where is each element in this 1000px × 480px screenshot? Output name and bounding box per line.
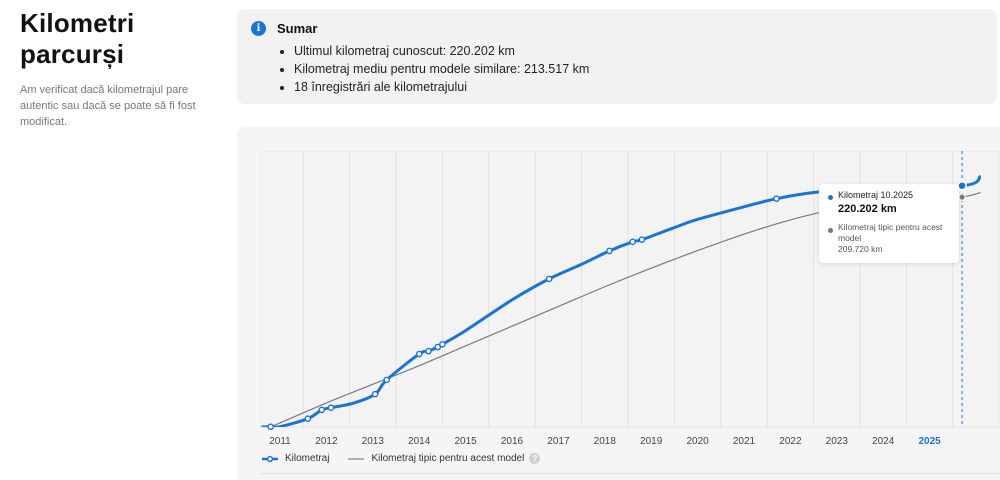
data-point-mileage bbox=[327, 404, 335, 412]
x-tick-label: 2014 bbox=[408, 436, 431, 447]
help-icon[interactable]: ? bbox=[529, 453, 541, 464]
left-panel: Kilometri parcurși Am verificat dacă kil… bbox=[20, 8, 220, 130]
tooltip-value-typical: 209.720 km bbox=[838, 244, 883, 254]
data-point-mileage bbox=[439, 340, 446, 348]
x-tick-label: 2012 bbox=[315, 436, 338, 447]
chart-card: 2011 2012 2013 2014 2015 2016 2017 2018 2019 2020… bbox=[237, 127, 1000, 480]
page-title-line1: Kilometri bbox=[20, 8, 135, 38]
legend-item-typical[interactable]: Kilometraj tipic pentru acest model ? bbox=[347, 453, 541, 464]
summary-item: Ultimul kilometraj cunoscut: 220.202 km bbox=[294, 42, 589, 60]
data-point-mileage bbox=[638, 236, 646, 243]
summary-panel: i Sumar Ultimul kilometraj cunoscut: 220… bbox=[237, 9, 997, 104]
x-tick-label: 2023 bbox=[826, 436, 849, 447]
tooltip-value-mileage: 220.202 km bbox=[838, 203, 897, 215]
summary-item: Kilometraj mediu pentru modele similare:… bbox=[294, 60, 589, 78]
data-point-mileage bbox=[629, 238, 636, 246]
page-title-line2: parcurși bbox=[20, 39, 125, 69]
series-line-mileage bbox=[261, 174, 982, 427]
data-point-mileage bbox=[606, 247, 613, 255]
x-tick-label: 2025 bbox=[918, 436, 941, 447]
legend-label-mileage: Kilometraj bbox=[285, 453, 330, 464]
data-point-mileage bbox=[957, 180, 967, 191]
data-point-mileage bbox=[425, 347, 432, 355]
data-point-mileage bbox=[415, 350, 423, 358]
x-tick-label: 2015 bbox=[454, 436, 477, 447]
data-point-mileage bbox=[545, 275, 553, 283]
data-point-mileage bbox=[318, 406, 326, 414]
x-tick-label: 2020 bbox=[686, 436, 709, 447]
x-tick-label: 2021 bbox=[733, 436, 756, 447]
data-point-mileage bbox=[383, 376, 391, 384]
data-point-mileage bbox=[371, 390, 379, 398]
data-point-mileage bbox=[773, 195, 780, 202]
page-title: Kilometri parcurși bbox=[20, 8, 220, 70]
data-point-typical bbox=[958, 193, 966, 202]
x-tick-label: 2011 bbox=[269, 436, 291, 447]
x-tick-label: 2013 bbox=[362, 436, 385, 447]
chart-tooltip: Kilometraj 10.2025 220.202 km Kilometraj… bbox=[819, 184, 959, 263]
summary-item: 18 înregistrări ale kilometrajului bbox=[294, 78, 589, 96]
data-point-mileage bbox=[304, 415, 312, 422]
chart-legend: Kilometraj Kilometraj tipic pentru acest… bbox=[261, 453, 558, 464]
tooltip-dot-mileage bbox=[828, 195, 833, 200]
page-description: Am verificat dacă kilometrajul pare aute… bbox=[20, 84, 196, 128]
tooltip-dot-typical bbox=[828, 228, 833, 233]
legend-swatch-typical bbox=[348, 457, 365, 460]
x-tick-label: 2022 bbox=[779, 436, 802, 447]
x-tick-label: 2017 bbox=[547, 436, 570, 447]
tooltip-label-typical: Kilometraj tipic pentru acest model bbox=[838, 222, 943, 243]
x-tick-label: 2016 bbox=[501, 436, 524, 447]
legend-label-typical: Kilometraj tipic pentru acest model bbox=[371, 453, 525, 464]
data-point-mileage bbox=[267, 423, 275, 431]
x-tick-label: 2024 bbox=[872, 436, 895, 447]
tooltip-label-mileage: Kilometraj 10.2025 bbox=[838, 190, 914, 200]
legend-swatch-mileage bbox=[262, 455, 278, 462]
data-point-mileage bbox=[434, 343, 442, 351]
x-tick-label: 2018 bbox=[594, 436, 617, 447]
x-tick-label: 2019 bbox=[640, 436, 663, 447]
summary-list: Ultimul kilometraj cunoscut: 220.202 km … bbox=[294, 42, 589, 96]
legend-item-mileage[interactable]: Kilometraj bbox=[261, 453, 329, 464]
chart-bottom-divider bbox=[260, 473, 1000, 474]
summary-title: Sumar bbox=[277, 21, 318, 36]
info-icon: i bbox=[251, 21, 266, 36]
